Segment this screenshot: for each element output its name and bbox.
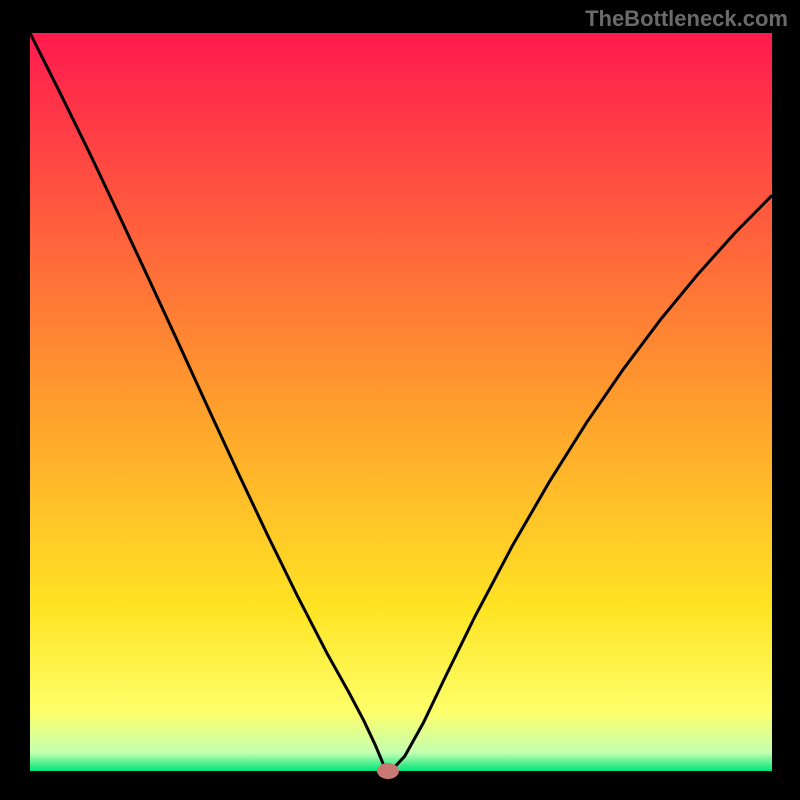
minimum-marker — [377, 763, 399, 779]
chart-container: TheBottleneck.com — [0, 0, 800, 800]
bottleneck-curve — [30, 33, 772, 771]
watermark-text: TheBottleneck.com — [585, 6, 788, 32]
plot-area — [30, 33, 772, 771]
curve-svg — [30, 33, 772, 771]
